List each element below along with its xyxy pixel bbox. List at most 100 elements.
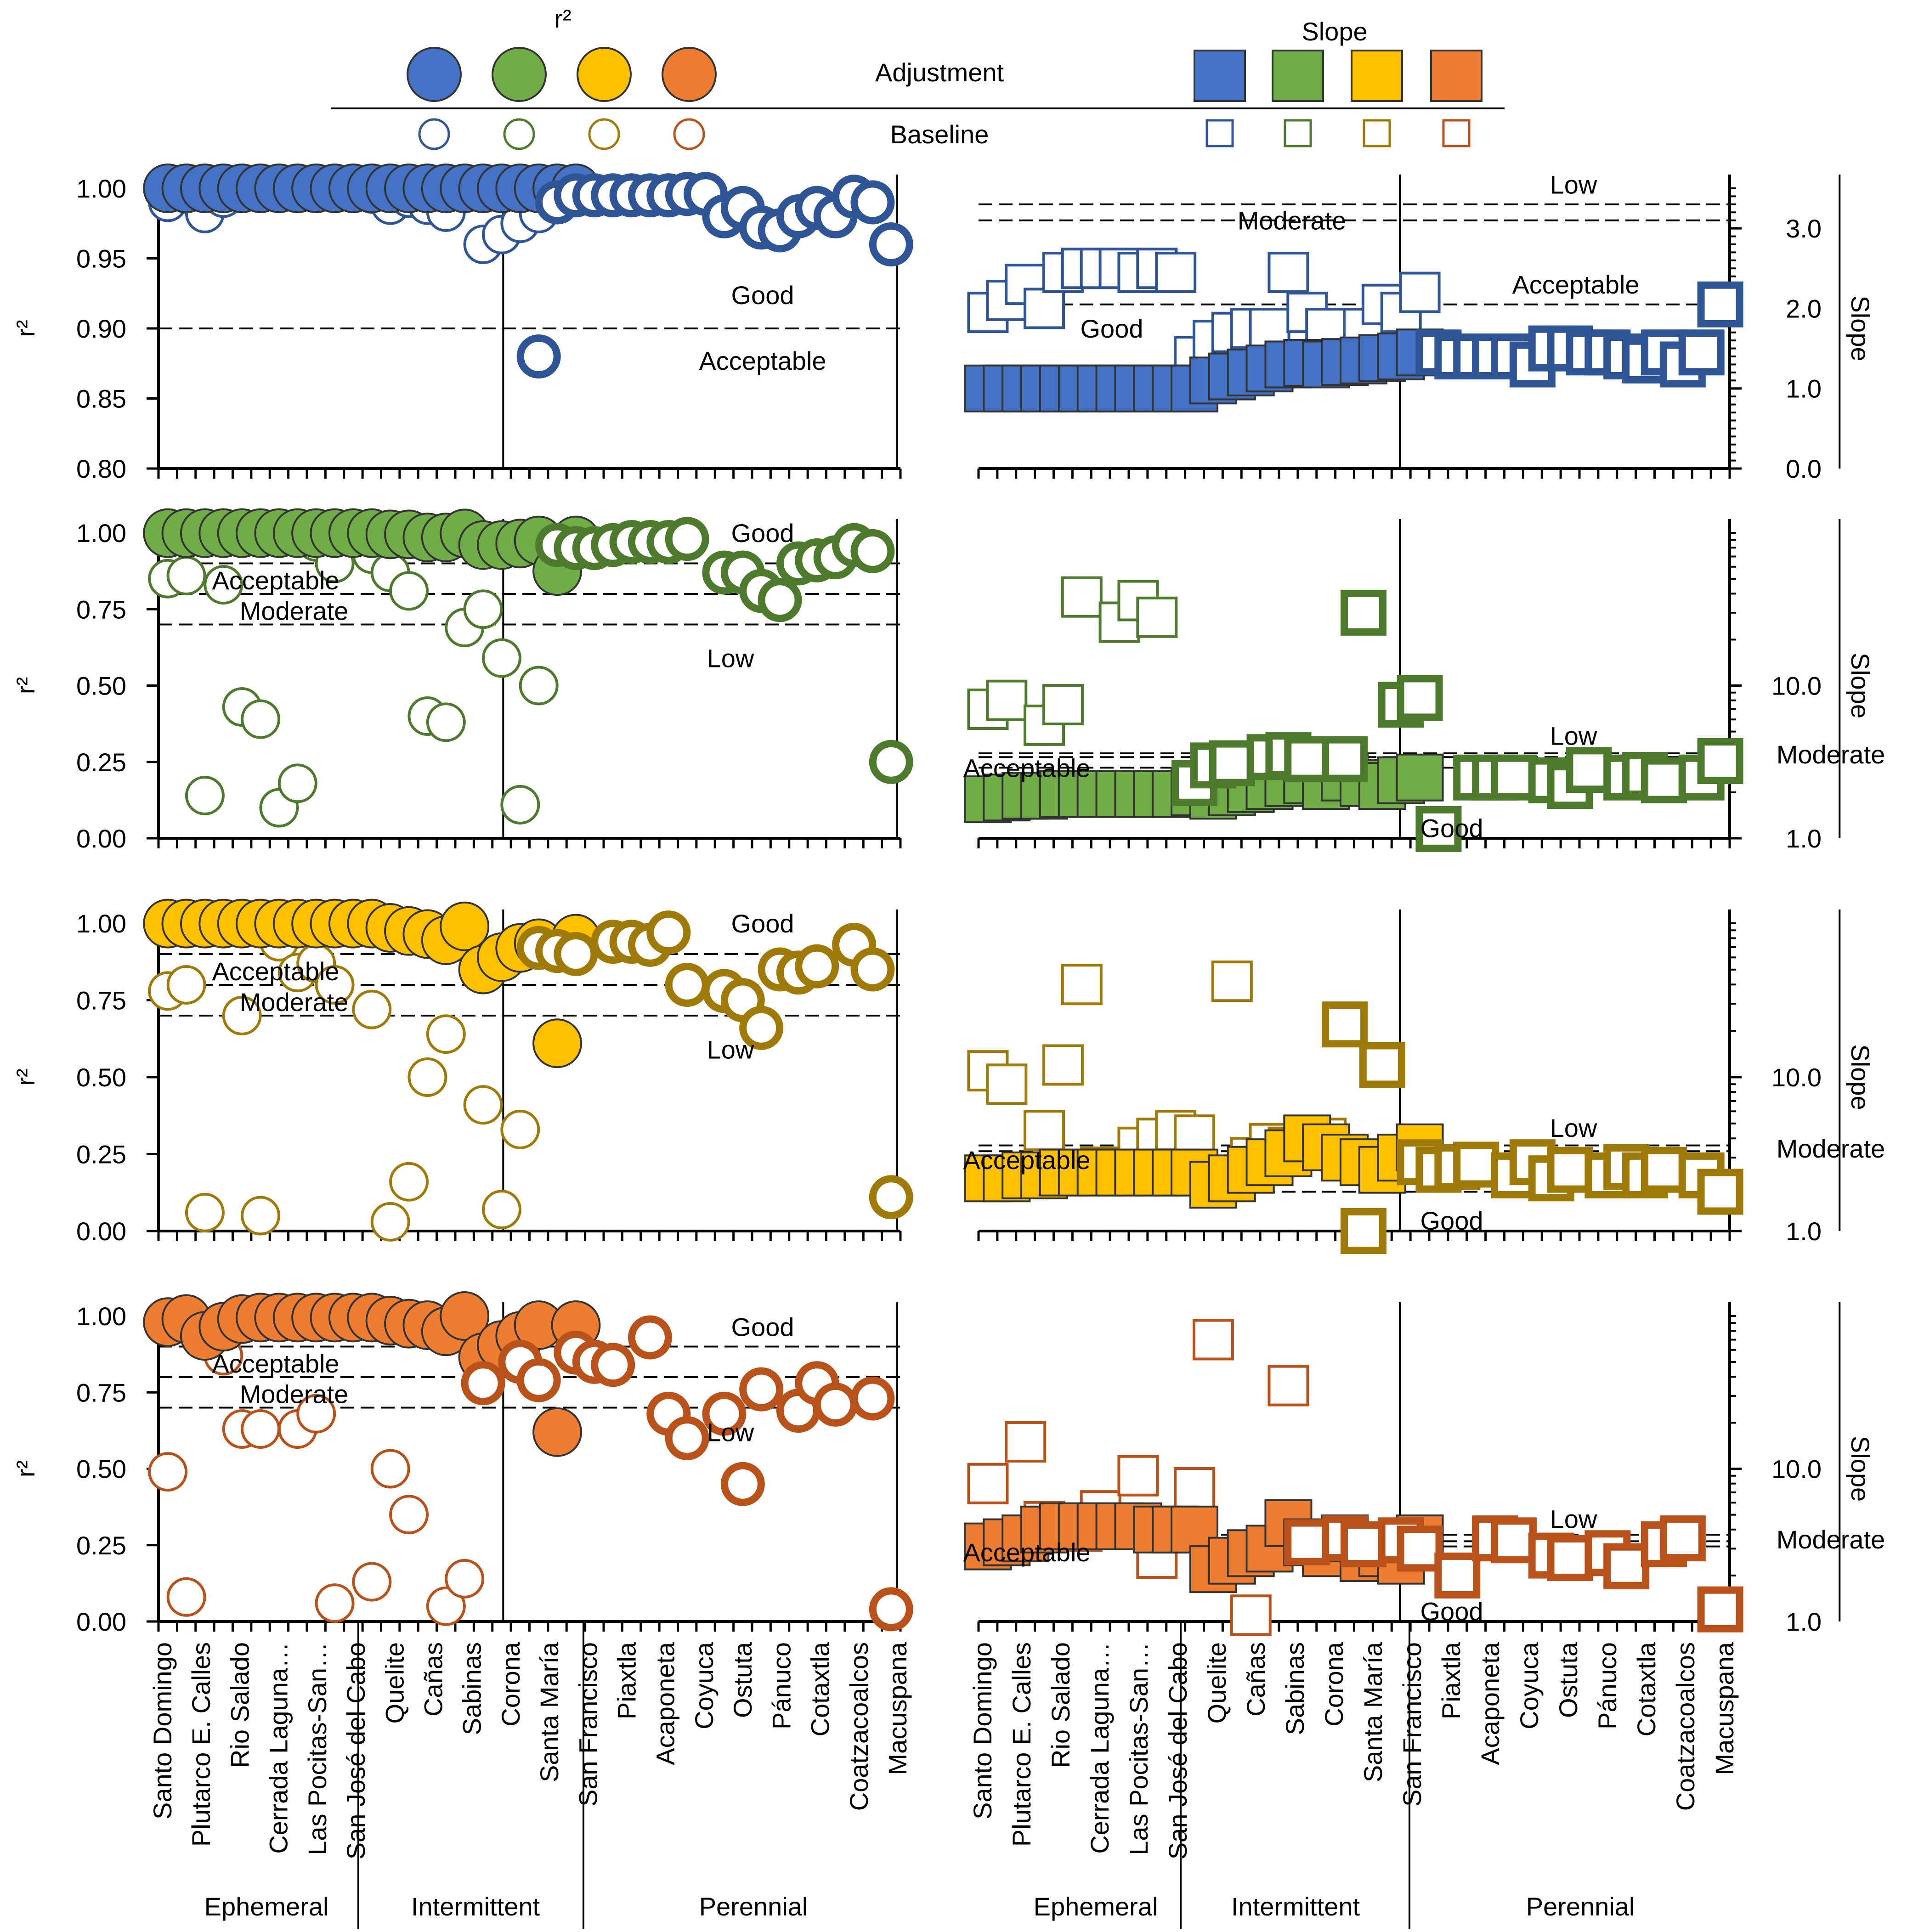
category-label-right: Pánuco	[1593, 1642, 1622, 1729]
baseline-point	[1061, 576, 1103, 618]
baseline-point	[869, 222, 913, 266]
baseline-point	[407, 1057, 447, 1097]
y-tick-label: 0.95	[76, 244, 126, 273]
y-tick-label: 1.0	[1786, 1607, 1822, 1636]
zone-label-moderate: Moderate	[1777, 740, 1885, 769]
y-tick-label: 2.0	[1786, 294, 1822, 323]
zone-label-moderate: Moderate	[240, 597, 349, 626]
category-label-right: Plutarco E. Calles	[1007, 1642, 1036, 1847]
y-tick-label: 1.00	[76, 174, 126, 203]
baseline-point	[1340, 1208, 1386, 1254]
baseline-point	[277, 763, 317, 803]
baseline-point	[967, 1463, 1009, 1504]
y-tick-label: 1.00	[76, 519, 126, 548]
category-label-right: Santo Domingo	[968, 1642, 997, 1819]
y-axis-label: Slope	[1846, 295, 1875, 361]
baseline-point	[591, 1343, 635, 1387]
baseline-point	[1340, 1521, 1386, 1568]
baseline-point	[1397, 675, 1443, 721]
baseline-point	[241, 699, 281, 739]
legend-adjustment-square-orange	[1430, 50, 1483, 102]
baseline-point	[1641, 1147, 1687, 1193]
legend-adjustment-square-gold	[1351, 50, 1403, 102]
baseline-point	[665, 1416, 709, 1460]
baseline-point	[739, 1367, 784, 1412]
category-label-left: Sabinas	[458, 1642, 487, 1735]
category-label-left: Santo Domingo	[148, 1642, 177, 1819]
zone-label-moderate: Moderate	[1777, 1134, 1885, 1163]
baseline-point	[1659, 1515, 1706, 1562]
zone-label-low: Low	[1550, 1113, 1597, 1142]
category-label-right: Sabinas	[1280, 1642, 1309, 1735]
legend-baseline-circle-gold	[588, 118, 620, 150]
category-label-left: Las Pocitas-San…	[303, 1642, 332, 1855]
baseline-point	[241, 1196, 281, 1236]
legend-r2-title: r²	[554, 4, 571, 33]
panel-r2-blue: 1.00 0.95 0.90 0.85 0.80 r² Good Acceptable	[11, 164, 913, 483]
baseline-point	[463, 1085, 503, 1125]
baseline-point	[370, 1202, 410, 1242]
baseline-point	[1211, 960, 1253, 1002]
y-axis-label: r²	[11, 1460, 40, 1477]
group-label-right: Ephemeral	[1034, 1892, 1158, 1921]
group-label-left: Perennial	[699, 1892, 808, 1921]
y-tick-label: 3.0	[1786, 214, 1822, 243]
category-label-right: Acaponeta	[1476, 1642, 1505, 1765]
baseline-point	[1174, 1114, 1216, 1156]
category-label-right: Santa María	[1358, 1642, 1387, 1782]
baseline-point	[1547, 1147, 1593, 1193]
baseline-point	[1268, 252, 1309, 293]
baseline-point	[1397, 1525, 1443, 1572]
legend-baseline-square-gold	[1363, 119, 1391, 147]
panel-r2-gold: 1.00 0.75 0.50 0.25 0.00 r² Good AcceptableMode…	[11, 898, 913, 1246]
legend-adjustment-square-green	[1272, 50, 1324, 102]
y-tick-label: 1.00	[76, 1302, 126, 1331]
legend-adjustment-circle-orange	[662, 47, 717, 102]
y-tick-label: 0.75	[76, 1378, 126, 1407]
category-label-left: Pánuco	[767, 1642, 796, 1729]
zone-label-low: Low	[707, 644, 754, 673]
category-label-right: Coatzacoalcos	[1671, 1642, 1700, 1811]
y-tick-label: 1.0	[1786, 374, 1822, 403]
baseline-point	[850, 1376, 895, 1421]
baseline-point	[1024, 1110, 1065, 1152]
baseline-point	[628, 1315, 672, 1360]
baseline-point	[1697, 1586, 1743, 1633]
baseline-point	[1005, 1421, 1047, 1463]
baseline-point	[516, 1358, 561, 1402]
panel-slope-gold: 10.0 1.0 Slope Low Moderate Acceptable Good	[963, 910, 1885, 1254]
baseline-point	[665, 517, 709, 561]
zone-label-good: Good	[731, 909, 794, 938]
y-tick-label: 0.80	[76, 454, 126, 483]
group-labels: Ephemeral Intermittent Perennial Ephemeral I…	[204, 1621, 1635, 1929]
adjustment-point	[440, 1291, 490, 1341]
y-tick-label: 1.0	[1786, 1217, 1822, 1246]
category-label-right: Las Pocitas-San…	[1124, 1642, 1153, 1855]
category-label-right: Macuspana	[1710, 1642, 1739, 1775]
baseline-point	[296, 1394, 336, 1434]
zone-label-good: Good	[1081, 314, 1143, 343]
category-label-left: Corona	[496, 1642, 525, 1727]
baseline-point	[426, 1014, 466, 1054]
baseline-point	[869, 740, 913, 784]
baseline-point	[1042, 684, 1084, 726]
baseline-point	[166, 1577, 206, 1617]
legend-adjustment-label: Adjustment	[875, 58, 1004, 87]
y-tick-label: 0.0	[1786, 454, 1822, 483]
baseline-point	[481, 638, 521, 678]
panel-r2-green: 1.00 0.75 0.50 0.25 0.00 r² Good AcceptableMode…	[11, 508, 913, 853]
baseline-point	[1697, 1169, 1743, 1215]
baseline-point	[1547, 1535, 1593, 1582]
zone-label-low: Low	[707, 1035, 754, 1064]
category-label-left: Coatzacoalcos	[844, 1642, 873, 1811]
baseline-point	[986, 1063, 1028, 1105]
y-axis-label: r²	[11, 320, 40, 337]
baseline-point	[850, 947, 895, 992]
legend-slope-title: Slope	[1302, 17, 1367, 46]
adjustment-point	[1396, 753, 1444, 802]
zone-label-moderate: Moderate	[240, 988, 349, 1017]
category-label-left: Cerrada Laguna…	[264, 1642, 293, 1854]
zone-label-moderate: Moderate	[240, 1380, 349, 1409]
baseline-point	[389, 1495, 429, 1535]
baseline-point	[850, 529, 895, 573]
